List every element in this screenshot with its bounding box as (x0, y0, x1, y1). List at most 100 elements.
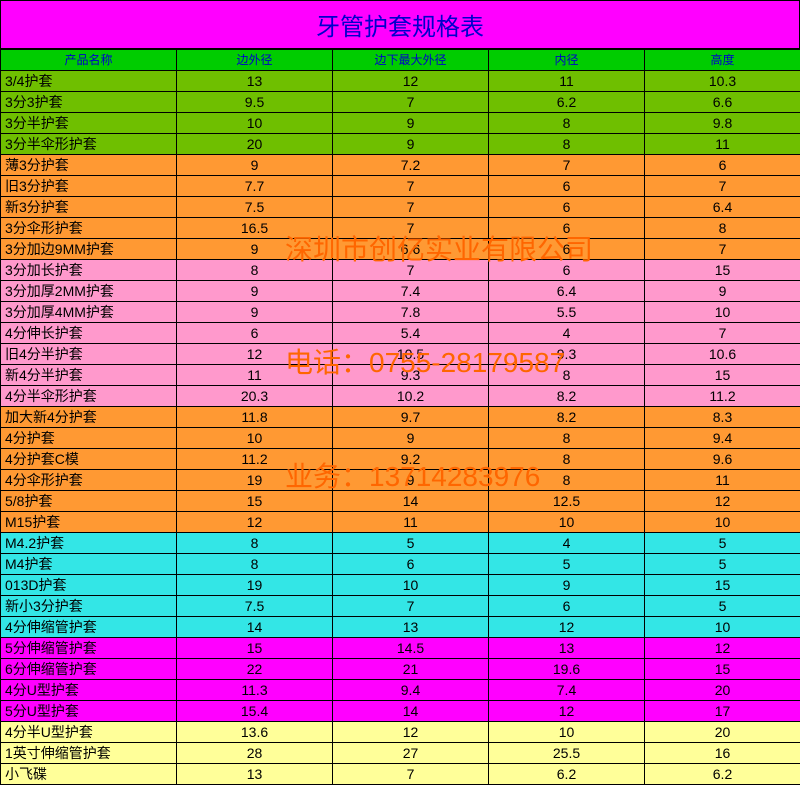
cell-product-name: 013D护套 (1, 575, 177, 596)
cell-value: 7.5 (177, 596, 333, 617)
cell-value: 19.6 (489, 659, 645, 680)
cell-value: 7 (645, 239, 800, 260)
cell-value: 11.3 (177, 680, 333, 701)
cell-value: 5 (645, 596, 800, 617)
cell-value: 10 (177, 113, 333, 134)
cell-value: 8 (489, 470, 645, 491)
cell-value: 11 (177, 365, 333, 386)
cell-value: 11 (645, 470, 800, 491)
cell-value: 16 (645, 743, 800, 764)
cell-product-name: 4分伞形护套 (1, 470, 177, 491)
cell-value: 9.7 (333, 407, 489, 428)
cell-value: 6 (177, 323, 333, 344)
cell-value: 9 (489, 575, 645, 596)
cell-product-name: M15护套 (1, 512, 177, 533)
cell-value: 10 (645, 302, 800, 323)
cell-value: 12 (645, 491, 800, 512)
cell-value: 8 (489, 134, 645, 155)
table-row: 1英寸伸缩管护套282725.516 (1, 743, 800, 764)
cell-value: 7 (333, 260, 489, 281)
cell-product-name: M4护套 (1, 554, 177, 575)
table-title: 牙管护套规格表 (0, 0, 800, 49)
cell-value: 8.3 (645, 407, 800, 428)
col-outer-dia: 边外径 (177, 50, 333, 71)
cell-product-name: 3分加长护套 (1, 260, 177, 281)
cell-value: 11 (333, 512, 489, 533)
cell-value: 15.4 (177, 701, 333, 722)
cell-product-name: 6分伸缩管护套 (1, 659, 177, 680)
table-row: 013D护套1910915 (1, 575, 800, 596)
table-row: 4分伸长护套65.447 (1, 323, 800, 344)
cell-value: 8 (489, 428, 645, 449)
cell-value: 10.3 (645, 71, 800, 92)
cell-value: 9 (177, 155, 333, 176)
cell-value: 10.6 (645, 344, 800, 365)
table-row: 新小3分护套7.5765 (1, 596, 800, 617)
cell-value: 6.2 (489, 764, 645, 785)
table-row: 4分伸缩管护套14131210 (1, 617, 800, 638)
cell-value: 12 (333, 722, 489, 743)
cell-product-name: 3分加厚2MM护套 (1, 281, 177, 302)
header-row: 产品名称 边外径 边下最大外径 内径 高度 (1, 50, 800, 71)
cell-value: 10.2 (333, 386, 489, 407)
cell-value: 14 (333, 491, 489, 512)
table-row: 4分半U型护套13.6121020 (1, 722, 800, 743)
table-row: 4分U型护套11.39.47.420 (1, 680, 800, 701)
cell-value: 14.5 (333, 638, 489, 659)
cell-value: 7 (333, 596, 489, 617)
cell-value: 12.5 (489, 491, 645, 512)
cell-value: 6 (489, 176, 645, 197)
table-row: 4分半伞形护套20.310.28.211.2 (1, 386, 800, 407)
cell-value: 6 (489, 239, 645, 260)
cell-value: 8 (177, 554, 333, 575)
cell-product-name: 新小3分护套 (1, 596, 177, 617)
table-row: 加大新4分护套11.89.78.28.3 (1, 407, 800, 428)
cell-value: 7 (333, 218, 489, 239)
cell-product-name: 5分U型护套 (1, 701, 177, 722)
cell-value: 6 (489, 596, 645, 617)
cell-value: 5 (645, 533, 800, 554)
cell-value: 17 (645, 701, 800, 722)
cell-product-name: 4分伸长护套 (1, 323, 177, 344)
table-row: 新4分半护套119.3815 (1, 365, 800, 386)
cell-value: 16.5 (177, 218, 333, 239)
cell-value: 11 (645, 134, 800, 155)
spec-table: 产品名称 边外径 边下最大外径 内径 高度 3/4护套13121110.33分3… (0, 49, 800, 785)
cell-value: 8 (489, 113, 645, 134)
cell-product-name: 3分伞形护套 (1, 218, 177, 239)
table-row: 3分伞形护套16.5768 (1, 218, 800, 239)
cell-value: 10 (333, 575, 489, 596)
cell-value: 13.6 (177, 722, 333, 743)
cell-value: 15 (645, 659, 800, 680)
col-inner-dia: 内径 (489, 50, 645, 71)
table-row: 4分护套C模11.29.289.6 (1, 449, 800, 470)
cell-product-name: 薄3分护套 (1, 155, 177, 176)
cell-product-name: 3分加厚4MM护套 (1, 302, 177, 323)
cell-value: 9.6 (645, 449, 800, 470)
cell-value: 12 (177, 512, 333, 533)
cell-value: 15 (177, 491, 333, 512)
table-row: 4分护套10989.4 (1, 428, 800, 449)
cell-value: 7.4 (333, 281, 489, 302)
cell-product-name: 3分3护套 (1, 92, 177, 113)
table-row: 3/4护套13121110.3 (1, 71, 800, 92)
cell-product-name: 3/4护套 (1, 71, 177, 92)
cell-value: 9.4 (645, 428, 800, 449)
cell-value: 11.2 (645, 386, 800, 407)
cell-value: 9 (177, 302, 333, 323)
cell-value: 12 (489, 701, 645, 722)
cell-value: 9 (177, 239, 333, 260)
cell-value: 27 (333, 743, 489, 764)
cell-value: 6.2 (645, 764, 800, 785)
cell-value: 6 (489, 197, 645, 218)
cell-value: 5.4 (333, 323, 489, 344)
cell-value: 8 (177, 533, 333, 554)
cell-value: 8.2 (489, 407, 645, 428)
cell-product-name: 4分伸缩管护套 (1, 617, 177, 638)
cell-value: 6 (645, 155, 800, 176)
col-product-name: 产品名称 (1, 50, 177, 71)
cell-product-name: 加大新4分护套 (1, 407, 177, 428)
cell-value: 6 (489, 260, 645, 281)
cell-product-name: 4分半U型护套 (1, 722, 177, 743)
cell-product-name: 小飞碟 (1, 764, 177, 785)
